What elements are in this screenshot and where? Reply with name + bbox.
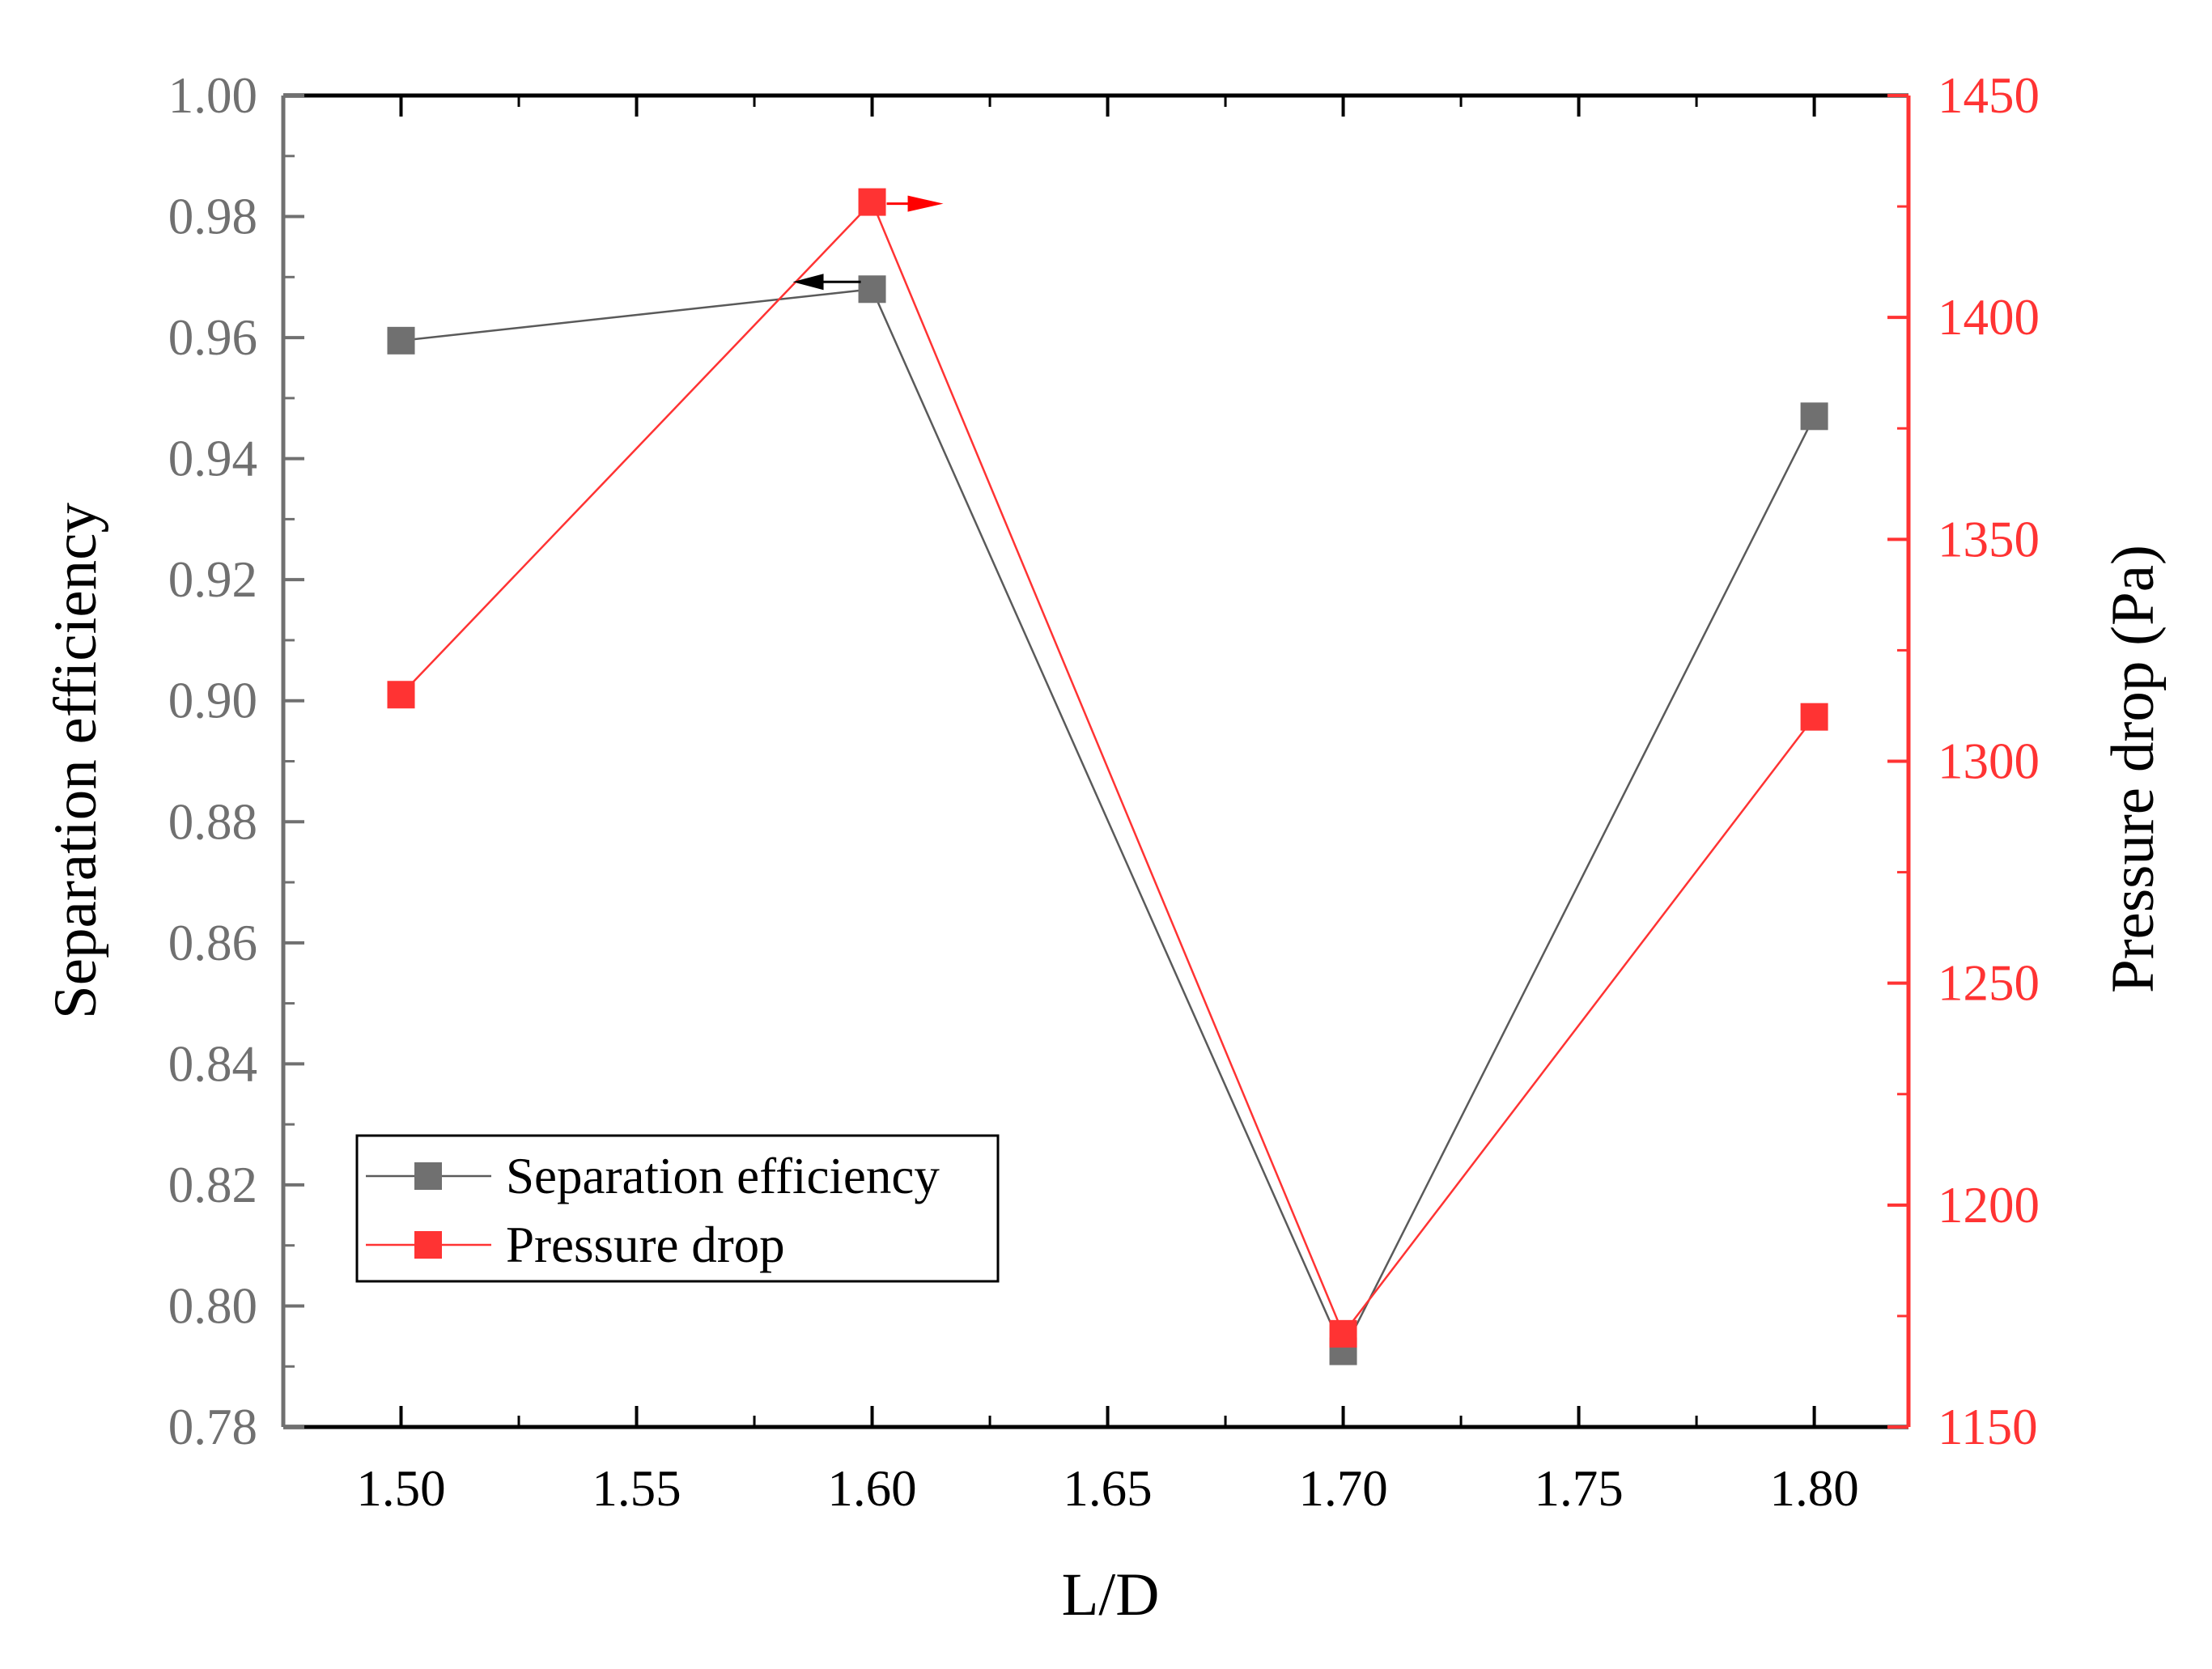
y-axis-title: Separation efficiency: [42, 503, 109, 1019]
y-tick-label: 0.92: [168, 551, 257, 608]
y-tick-label: 0.90: [168, 673, 257, 729]
x-tick-label: 1.70: [1298, 1460, 1387, 1517]
legend-box: [355, 1134, 1000, 1283]
legend-marker-separation-efficiency: [414, 1162, 442, 1190]
data-point-separation-efficiency: [858, 275, 886, 304]
data-point-pressure-drop: [858, 188, 886, 216]
y2-tick-label: 1150: [1938, 1399, 2038, 1455]
data-point-separation-efficiency: [1800, 402, 1828, 431]
series-line-separation-efficiency: [401, 287, 1815, 1354]
x-axis-title: L/D: [1062, 1561, 1160, 1629]
legend-label-separation-efficiency: Separation efficiency: [506, 1148, 940, 1204]
y2-tick-label: 1250: [1938, 955, 2040, 1012]
y-tick-label: 0.88: [168, 793, 257, 850]
x-tick-label: 1.65: [1063, 1460, 1152, 1517]
data-point-pressure-drop: [1329, 1319, 1357, 1348]
series-line-pressure-drop: [400, 200, 1815, 1336]
y2-tick-label: 1350: [1938, 511, 2040, 567]
x-tick-label: 1.80: [1769, 1460, 1858, 1517]
annotation-layer: [792, 195, 944, 291]
y-tick-label: 0.86: [168, 915, 257, 971]
x-tick-label: 1.60: [827, 1460, 916, 1517]
y-tick-label: 0.82: [168, 1157, 257, 1213]
y2-axis-title: Pressure drop (Pa): [2099, 545, 2167, 993]
y-tick-label: 0.98: [168, 189, 257, 245]
ticks-layer: 1.50 1.55 1.60 1.65 1.70 1.75 1.80 0.78 0.80 0.82…: [168, 67, 2040, 1517]
legend-label-pressure-drop: Pressure drop: [506, 1217, 785, 1273]
y-tick-label: 0.84: [168, 1035, 257, 1092]
x-tick-label: 1.55: [592, 1460, 681, 1517]
right-axis-arrow-head: [907, 195, 944, 212]
y2-tick-label: 1200: [1938, 1177, 2040, 1234]
left-axis-arrow-head: [792, 274, 824, 291]
legend: Separation efficiency Pressure drop: [355, 1134, 1000, 1283]
y-tick-label: 1.00: [168, 67, 257, 124]
y-tick-label: 0.80: [168, 1277, 257, 1334]
series-layer: [387, 188, 1828, 1365]
y-tick-label: 0.94: [168, 431, 257, 487]
x-tick-label: 1.75: [1534, 1460, 1623, 1517]
y2-tick-label: 1450: [1938, 67, 2040, 124]
y2-tick-label: 1400: [1938, 289, 2040, 346]
legend-marker-pressure-drop: [414, 1231, 442, 1259]
y-tick-label: 0.96: [168, 309, 257, 366]
x-tick-label: 1.50: [356, 1460, 445, 1517]
data-point-pressure-drop: [387, 681, 415, 709]
y-tick-label: 0.78: [168, 1399, 257, 1455]
data-point-pressure-drop: [1800, 703, 1828, 731]
data-point-separation-efficiency: [387, 326, 415, 355]
y2-tick-label: 1300: [1938, 733, 2040, 790]
